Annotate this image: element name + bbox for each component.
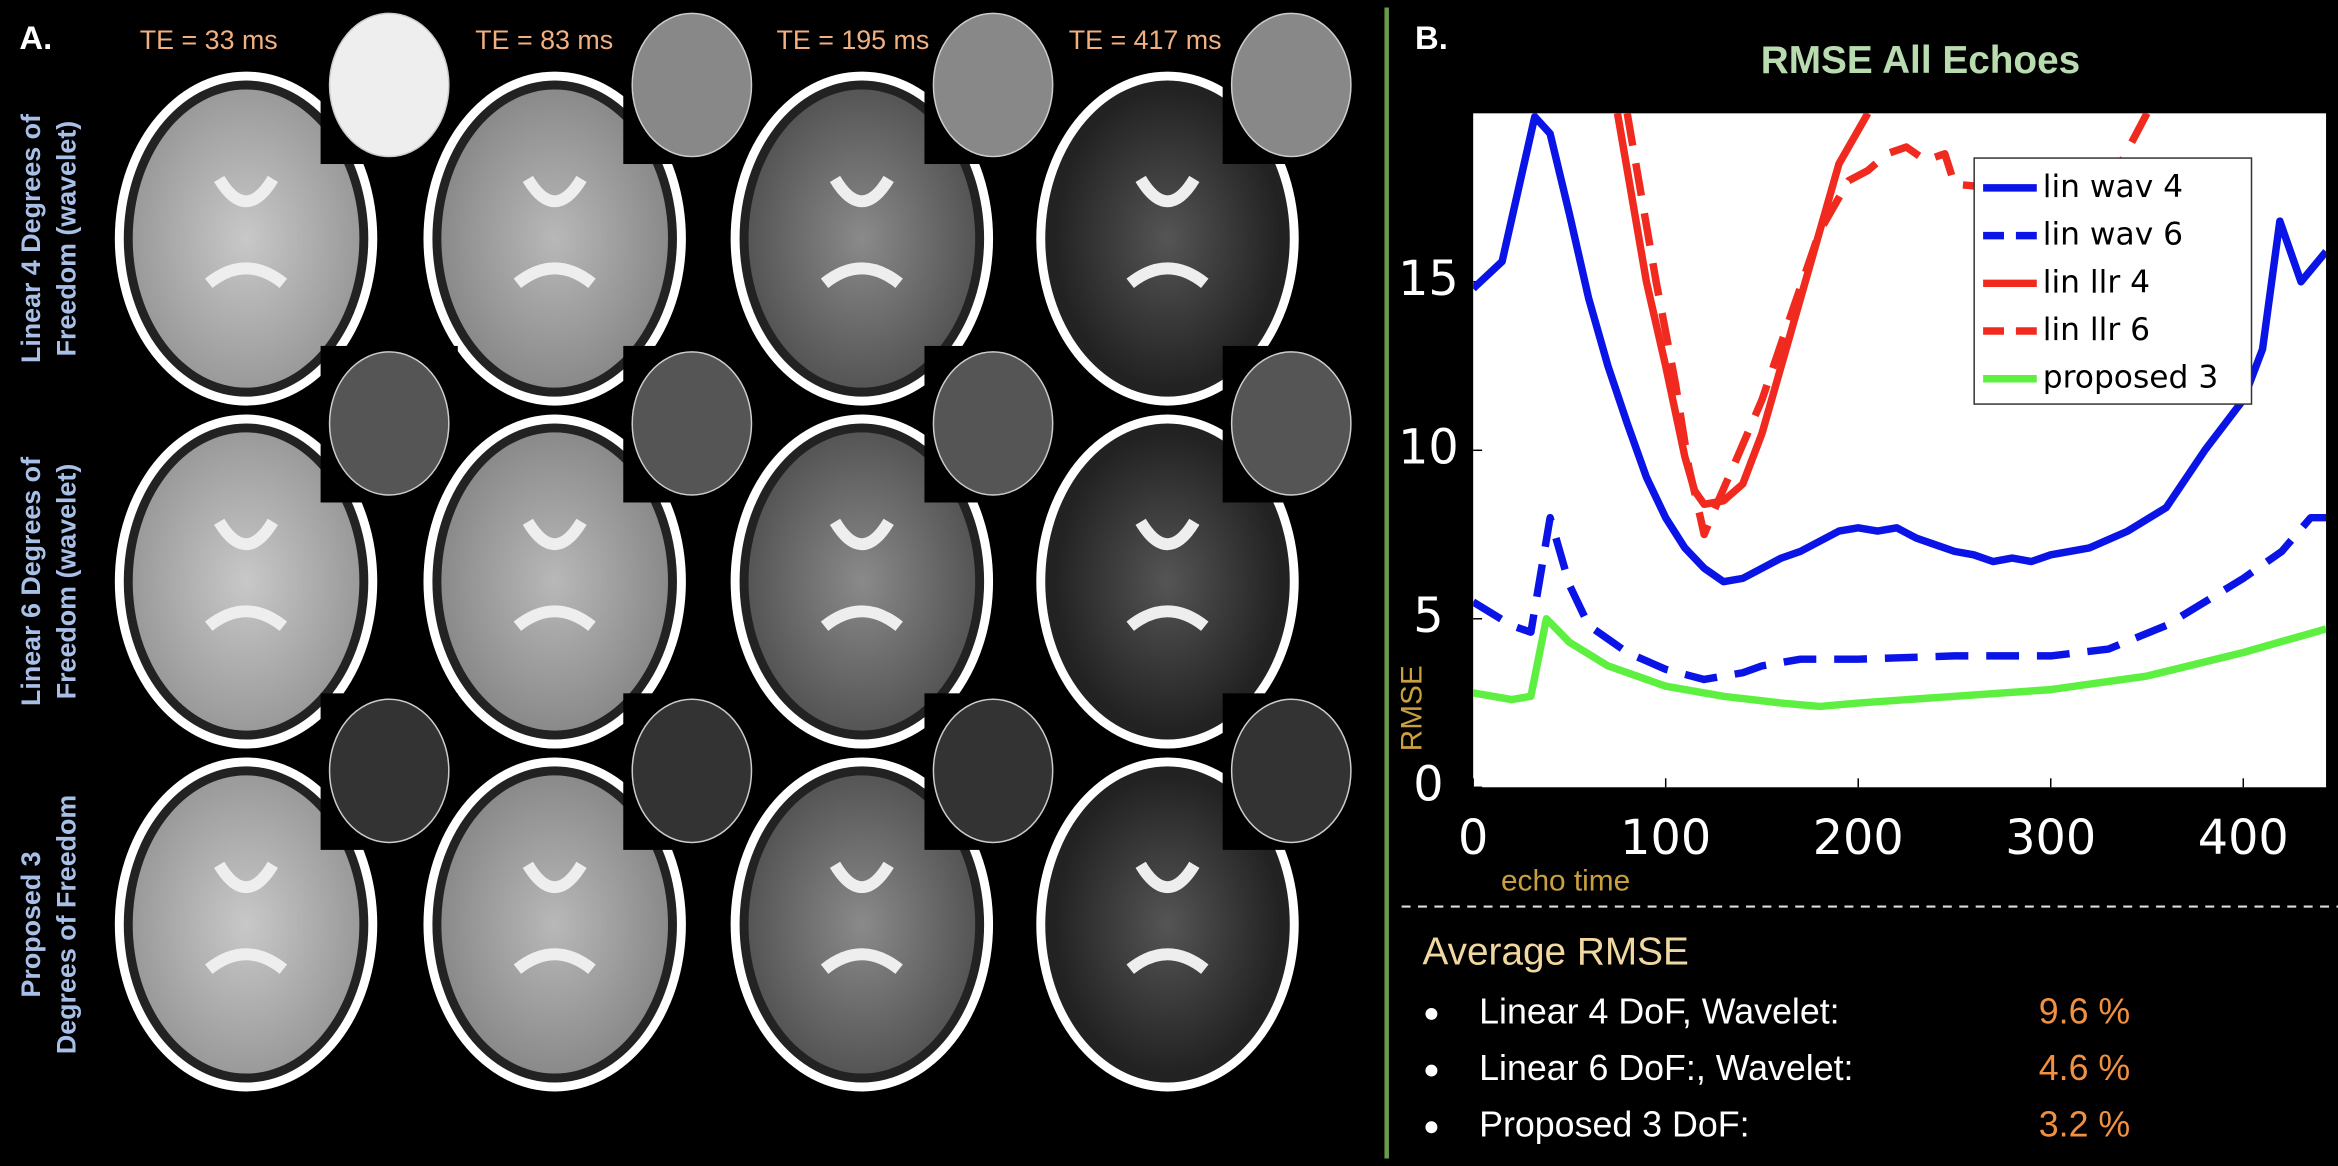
brain-ventricles xyxy=(205,861,288,974)
error-inset-brain xyxy=(328,351,450,496)
brain-ventricles xyxy=(1126,175,1209,289)
brain-ventricles xyxy=(205,518,288,632)
row-label: Freedom (wavelet) xyxy=(52,464,82,700)
brain-image xyxy=(441,89,669,388)
error-inset-brain xyxy=(1230,12,1352,158)
row-label: Linear 6 Degrees of xyxy=(16,457,46,706)
legend-label: lin wav 4 xyxy=(2043,169,2183,205)
row-label: Proposed 3 xyxy=(16,851,46,997)
x-tick-label: 100 xyxy=(1620,811,1711,866)
plot-lines xyxy=(1473,113,2327,711)
legend-label: lin llr 6 xyxy=(2043,312,2150,348)
error-inset-brain xyxy=(631,12,753,158)
panel-a: A. TE = 33 ms TE = 83 ms TE = 195 ms TE = 41… xyxy=(16,7,1360,1092)
y-tick-label: 15 xyxy=(1398,252,1459,307)
brain-image xyxy=(441,432,669,731)
brain-ventricles xyxy=(1126,861,1209,974)
error-inset-brain xyxy=(328,12,450,158)
summary-value: 3.2 % xyxy=(2039,1105,2130,1145)
te-label: TE = 33 ms xyxy=(140,25,278,55)
brain-image xyxy=(132,89,360,388)
bullet xyxy=(1425,1064,1438,1077)
summary-label: Linear 4 DoF, Wavelet: xyxy=(1479,991,1839,1031)
brain-ventricles xyxy=(1126,518,1209,632)
te-label: TE = 83 ms xyxy=(475,25,613,55)
row-label: Degrees of Freedom xyxy=(52,795,82,1054)
error-inset-brain xyxy=(1230,698,1352,844)
error-inset-brain xyxy=(932,698,1054,844)
brain-image xyxy=(1054,432,1281,731)
bullet xyxy=(1425,1007,1438,1020)
chart: 0 5 10 15 0 100 200 300 400 lin wav 4 lin wav 6 lin… xyxy=(1398,113,2327,866)
summary-label: Linear 6 DoF:, Wavelet: xyxy=(1479,1048,1853,1088)
brain-image xyxy=(132,432,360,731)
y-axis-label: RMSE xyxy=(1395,665,1428,751)
brain-ventricles xyxy=(513,861,596,974)
brain-ventricles xyxy=(205,175,288,289)
x-tick-label: 0 xyxy=(1458,811,1488,866)
summary: Average RMSE Linear 4 DoF, Wavelet: 9.6 % L… xyxy=(1422,931,2130,1145)
error-inset-brain xyxy=(1230,351,1352,496)
brain-ventricles xyxy=(820,518,903,632)
legend-label: lin wav 6 xyxy=(2043,217,2183,253)
summary-value: 4.6 % xyxy=(2039,1048,2130,1088)
row-label: Freedom (wavelet) xyxy=(52,121,82,357)
brain-image xyxy=(748,775,976,1074)
brain-image xyxy=(441,775,669,1074)
error-inset-brain xyxy=(932,351,1054,496)
summary-label: Proposed 3 DoF: xyxy=(1479,1105,1749,1145)
row-label: Linear 4 Degrees of xyxy=(16,114,46,363)
summary-title: Average RMSE xyxy=(1422,931,1688,974)
x-tick-label: 300 xyxy=(2005,811,2096,866)
te-label: TE = 195 ms xyxy=(776,25,929,55)
bullet xyxy=(1425,1121,1438,1134)
panel-a-label: A. xyxy=(19,19,52,56)
series-line xyxy=(1473,615,2327,711)
brain-image xyxy=(748,89,976,388)
brain-image xyxy=(748,432,976,731)
brain-ventricles xyxy=(820,175,903,289)
legend-label: lin llr 4 xyxy=(2043,264,2150,300)
error-inset-brain xyxy=(631,698,753,844)
y-tick-label: 10 xyxy=(1398,420,1459,475)
series-line xyxy=(1473,513,2327,684)
brain-image xyxy=(132,775,360,1074)
brain-ventricles xyxy=(820,861,903,974)
te-label: TE = 417 ms xyxy=(1069,25,1222,55)
error-inset-brain xyxy=(631,351,753,496)
chart-title: RMSE All Echoes xyxy=(1761,39,2080,82)
series-line xyxy=(1623,113,2151,539)
y-tick-label: 5 xyxy=(1413,589,1443,644)
summary-value: 9.6 % xyxy=(2039,991,2130,1031)
brain-ventricles xyxy=(513,175,596,289)
x-axis-label: echo time xyxy=(1501,865,1630,898)
brain-ventricles xyxy=(513,518,596,632)
panel-b-label: B. xyxy=(1415,19,1448,56)
legend-label: proposed 3 xyxy=(2043,360,2218,396)
x-tick-label: 200 xyxy=(1813,811,1904,866)
error-inset-brain xyxy=(932,12,1054,158)
error-inset-brain xyxy=(328,698,450,844)
x-tick-label: 400 xyxy=(2198,811,2289,866)
y-tick-label: 0 xyxy=(1413,757,1443,812)
series-line xyxy=(1473,113,2327,586)
